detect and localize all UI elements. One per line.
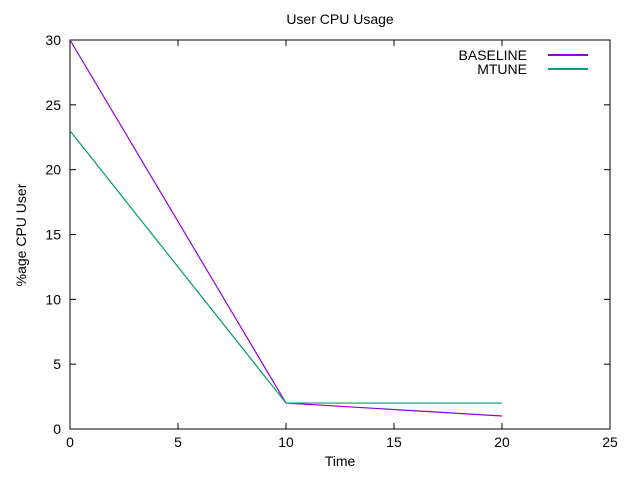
plot-border (69, 39, 611, 430)
y-tick-label: 20 (45, 162, 61, 178)
y-tick-label: 25 (45, 97, 61, 113)
chart-title: User CPU Usage (286, 11, 394, 27)
y-tick-label: 15 (45, 227, 61, 243)
legend-entry-baseline: BASELINE (459, 48, 588, 62)
y-tick-label: 5 (53, 356, 61, 372)
legend-label-baseline: BASELINE (458, 47, 527, 63)
y-tick-label: 0 (53, 421, 61, 437)
legend-line-swatch-mtune (548, 68, 588, 70)
x-tick-label: 20 (494, 434, 510, 450)
y-axis-label-text: %age CPU User (13, 183, 29, 287)
x-axis-label: Time (324, 453, 356, 469)
legend: BASELINE MTUNE (459, 48, 588, 76)
x-tick-label: 25 (602, 434, 618, 450)
x-tick-label: 0 (66, 434, 74, 450)
x-tick-label: 10 (278, 434, 294, 450)
legend-label-mtune: MTUNE (477, 61, 527, 77)
x-tick-label: 5 (174, 434, 182, 450)
series-line-mtune (69, 130, 502, 404)
series-line-baseline (69, 39, 503, 417)
y-tick-label: 30 (45, 32, 61, 48)
legend-line-swatch-baseline (548, 54, 588, 56)
legend-entry-mtune: MTUNE (459, 62, 588, 76)
x-tick-label: 15 (386, 434, 402, 450)
y-tick-label: 10 (45, 291, 61, 307)
